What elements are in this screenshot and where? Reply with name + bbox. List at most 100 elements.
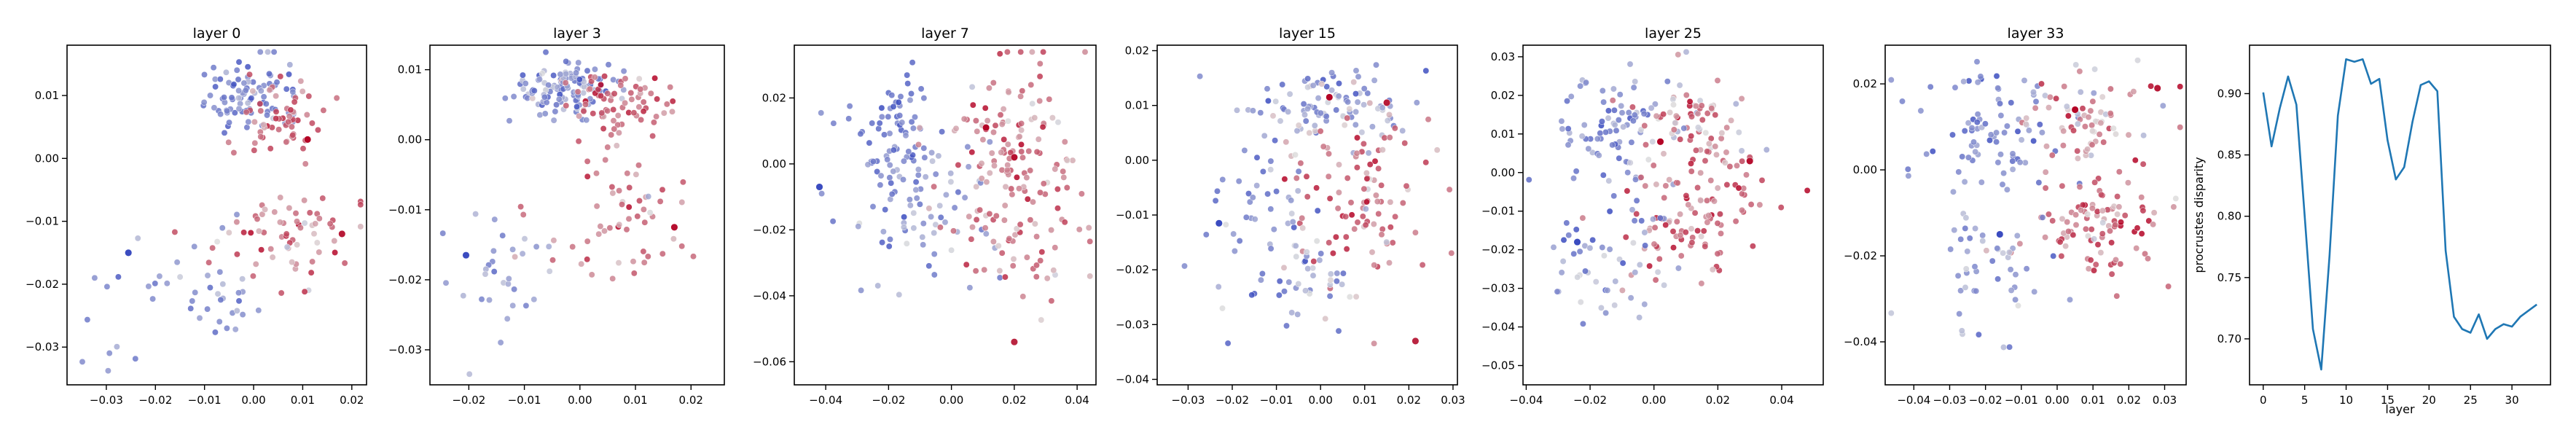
scatter-point: [1352, 90, 1359, 98]
scatter-point: [2108, 270, 2115, 278]
scatter-point: [998, 249, 1006, 257]
scatter-point: [978, 175, 985, 182]
scatter-point: [1606, 208, 1613, 215]
scatter-point: [1285, 278, 1293, 286]
scatter-point: [1361, 101, 1368, 109]
scatter-point: [326, 220, 334, 227]
scatter-point: [2099, 219, 2107, 226]
scatter-point: [1344, 174, 1351, 181]
scatter-point: [1373, 61, 1379, 69]
scatter-point: [978, 160, 985, 167]
scatter-point: [1627, 294, 1635, 302]
scatter-point: [1739, 190, 1746, 198]
scatter-point: [604, 144, 611, 151]
scatter-point: [1589, 236, 1597, 243]
scatter-point: [163, 280, 171, 287]
scatter-point: [1675, 51, 1682, 58]
scatter-point: [2042, 234, 2049, 241]
x-tick-label: 5: [2301, 394, 2309, 407]
scatter-point: [2177, 124, 2184, 131]
scatter-point: [981, 266, 988, 273]
scatter-point: [249, 87, 257, 95]
y-tick-label: 0.00: [762, 157, 786, 171]
scatter-point: [200, 98, 208, 106]
scatter-point: [1739, 206, 1745, 214]
scatter-point: [874, 168, 881, 175]
scatter-point: [1222, 221, 1229, 228]
scatter-point: [650, 119, 657, 126]
scatter-point: [541, 110, 549, 117]
scatter-point: [1732, 101, 1739, 107]
scatter-point: [1037, 189, 1044, 196]
scatter-point: [634, 213, 641, 220]
scatter-point: [628, 95, 635, 103]
scatter-point: [212, 83, 219, 90]
scatter-point: [1688, 225, 1695, 233]
scatter-point: [1683, 192, 1690, 199]
scatter-point: [1275, 292, 1283, 299]
scatter-point: [973, 183, 980, 190]
scatter-point: [1412, 229, 1419, 236]
scatter-point: [2124, 179, 2131, 187]
scatter-point: [242, 87, 249, 94]
scatter-point: [2065, 228, 2072, 235]
scatter-point: [262, 101, 270, 107]
scatter-point: [2012, 271, 2019, 278]
scatter-point: [1273, 188, 1280, 195]
scatter-point: [223, 324, 230, 332]
y-tick-label: 0.02: [1125, 44, 1149, 58]
scatter-point: [886, 130, 893, 137]
scatter-point: [2140, 132, 2148, 139]
scatter-point: [966, 213, 973, 220]
scatter-point: [1955, 168, 1962, 176]
scatter-point: [890, 146, 897, 154]
scatter-point: [1030, 198, 1036, 206]
scatter-point: [601, 73, 608, 80]
scatter-point: [1341, 122, 1348, 129]
scatter-point: [2042, 184, 2049, 192]
scatter-point: [1288, 309, 1296, 316]
scatter-point: [1929, 148, 1936, 155]
scatter-point: [240, 229, 248, 236]
scatter-point: [991, 162, 998, 169]
scatter-point: [267, 145, 274, 152]
scatter-point: [1006, 235, 1013, 242]
scatter-point: [1610, 85, 1617, 93]
scatter-point: [257, 48, 264, 55]
scatter-point: [509, 302, 517, 309]
scatter-point: [1036, 73, 1044, 80]
scatter-point: [1993, 129, 2000, 136]
scatter-point: [818, 190, 826, 198]
x-tick-label: −0.01: [188, 394, 222, 407]
scatter-point: [191, 243, 198, 250]
scatter-point: [1917, 107, 1925, 114]
scatter-point: [641, 259, 648, 266]
scatter-point: [1293, 128, 1301, 134]
scatter-point: [2115, 203, 2123, 211]
scatter-point: [1386, 134, 1393, 141]
scatter-point: [1585, 145, 1592, 152]
scatter-point: [1637, 173, 1645, 181]
scatter-point: [1040, 180, 1047, 187]
scatter-point: [1605, 107, 1612, 114]
scatter-point: [1688, 239, 1696, 246]
scatter-point: [941, 219, 949, 226]
scatter-point: [1994, 245, 2001, 252]
scatter-point: [1303, 173, 1310, 180]
scatter-point: [2077, 88, 2084, 95]
scatter-point: [192, 289, 199, 296]
scatter-point: [1626, 60, 1634, 68]
x-tick-label: 0.02: [2117, 394, 2141, 407]
scatter-point: [510, 93, 517, 100]
scatter-point: [1029, 100, 1036, 107]
scatter-point: [1040, 48, 1047, 55]
disparity-line: [2262, 58, 2537, 371]
scatter-point: [870, 158, 877, 165]
scatter-point: [1326, 195, 1334, 202]
scatter-point: [1714, 219, 1721, 227]
scatter-point: [602, 156, 609, 163]
scatter-point: [486, 297, 493, 304]
scatter-point-highlight: [982, 124, 990, 132]
scatter-point: [1612, 278, 1619, 285]
scatter-point: [257, 107, 265, 114]
